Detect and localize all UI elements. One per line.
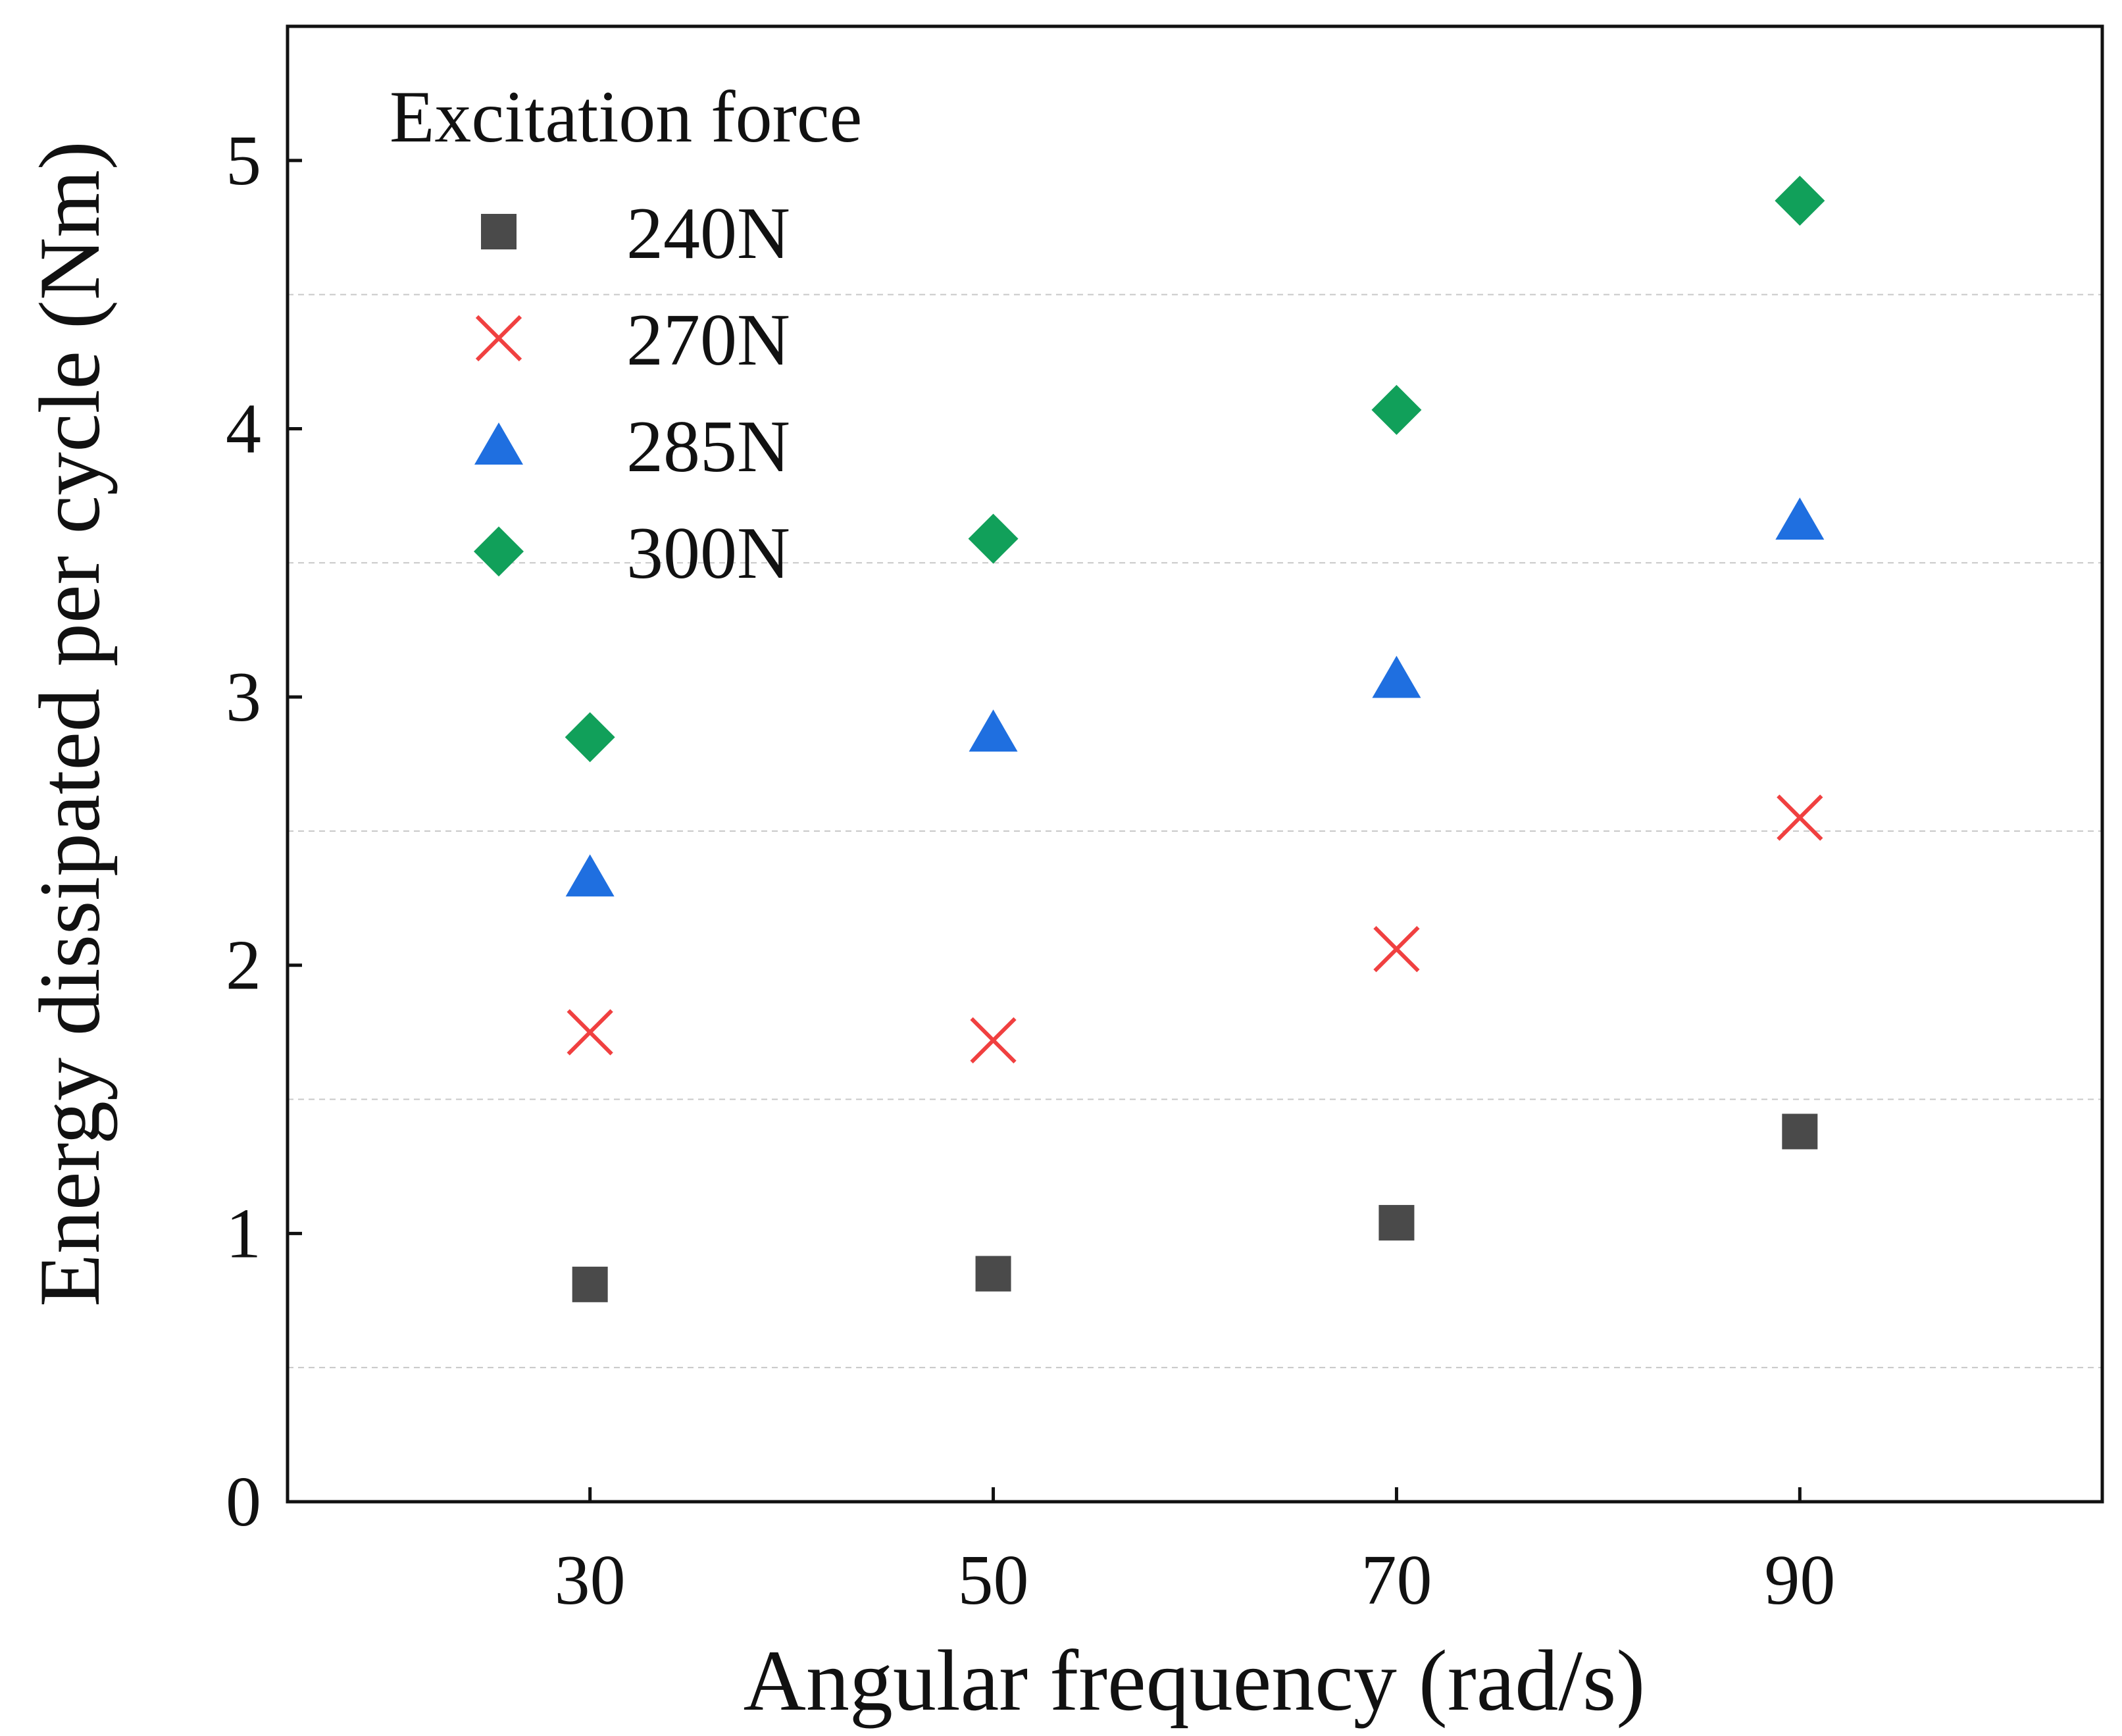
legend-marker-300n	[474, 526, 524, 576]
y-tick-label: 3	[226, 658, 261, 736]
y-axis-title: Energy dissipated per cycle (Nm)	[21, 141, 118, 1307]
legend-label-300n: 300N	[626, 513, 790, 594]
data-point-240n	[1378, 1205, 1415, 1241]
x-marker-stroke	[1777, 794, 1823, 841]
y-tick-label: 4	[226, 390, 261, 468]
legend-marker-285n	[474, 422, 523, 465]
data-point-300n	[1775, 175, 1825, 226]
x-axis-title: Angular frequency (rad/s)	[744, 1632, 1646, 1729]
data-point-300n	[968, 513, 1019, 564]
x-marker-stroke	[567, 1009, 613, 1056]
y-tick-label: 0	[226, 1463, 261, 1541]
x-tick-label: 50	[958, 1541, 1029, 1620]
data-point-285n	[1775, 498, 1825, 540]
data-point-285n	[969, 709, 1018, 752]
data-point-300n	[565, 712, 615, 763]
legend-label-285n: 285N	[626, 406, 790, 488]
x-marker-stroke	[1373, 926, 1420, 973]
x-marker-stroke	[475, 315, 522, 362]
grid	[288, 294, 2102, 1369]
data-point-240n	[572, 1266, 608, 1302]
data-point-270n	[567, 1009, 613, 1056]
legend: Excitation force 240N 270N 285N 300N	[390, 76, 862, 594]
x-tick-label: 30	[555, 1541, 626, 1620]
legend-label-270n: 270N	[626, 299, 790, 381]
y-tick-label: 5	[226, 122, 261, 200]
legend-marker-240n	[481, 214, 517, 249]
data-point-240n	[1782, 1113, 1818, 1150]
data-point-270n	[970, 1017, 1017, 1063]
data-point-270n	[1373, 926, 1420, 973]
legend-label-240n: 240N	[626, 193, 790, 274]
x-marker-stroke	[970, 1017, 1017, 1063]
data-point-270n	[1777, 794, 1823, 841]
legend-title: Excitation force	[390, 76, 862, 158]
data-point-240n	[975, 1256, 1011, 1292]
data-marks	[565, 175, 1825, 1302]
x-tick-label: 90	[1764, 1541, 1835, 1620]
data-point-300n	[1371, 384, 1422, 435]
x-tick-label: 70	[1361, 1541, 1432, 1620]
legend-marker-270n	[475, 315, 522, 362]
data-point-285n	[1372, 655, 1421, 698]
axes: 0 1 2 3 4 5 30 50 70 90	[226, 24, 2104, 1620]
data-point-285n	[565, 854, 615, 897]
plot-frame	[286, 24, 2104, 1504]
y-tick-label: 2	[226, 927, 261, 1005]
y-tick-label: 1	[226, 1194, 261, 1273]
